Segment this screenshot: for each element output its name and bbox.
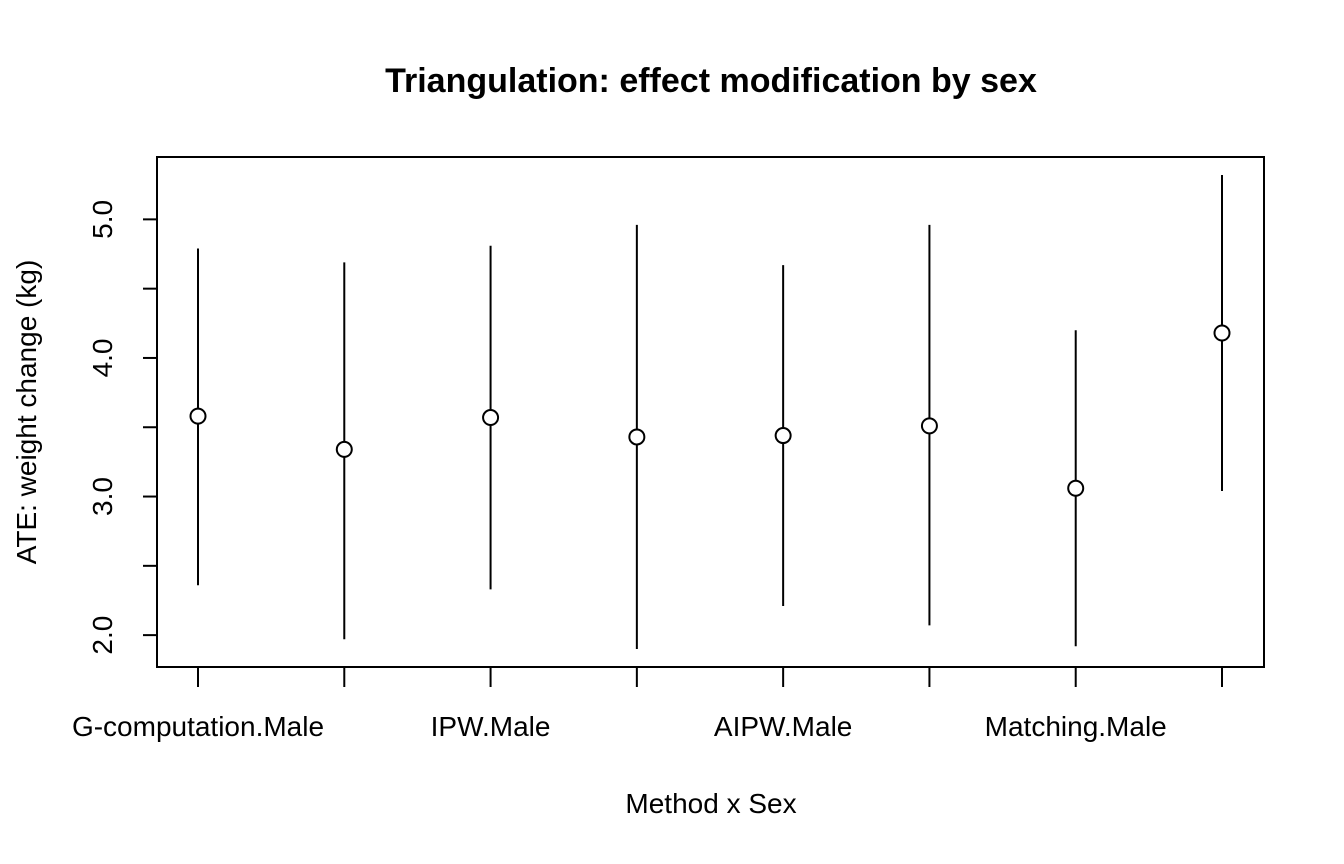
estimate-point: [628, 428, 646, 446]
y-tick-label: 4.0: [87, 338, 118, 377]
y-tick-label: 2.0: [87, 616, 118, 655]
data-marks: [189, 175, 1231, 649]
x-axis: G-computation.Male IPW.Male AIPW.Male Match…: [72, 666, 1223, 742]
estimate-point: [774, 427, 792, 445]
estimate-point: [920, 417, 938, 435]
x-tick-label: Matching.Male: [985, 711, 1167, 742]
estimate-point: [1067, 479, 1085, 497]
y-axis: 2.0 3.0 4.0 5.0: [87, 200, 158, 655]
estimate-point: [335, 440, 353, 458]
estimate-point: [189, 407, 207, 425]
x-tick-label: IPW.Male: [431, 711, 551, 742]
estimate-point: [482, 409, 500, 427]
x-tick-label: AIPW.Male: [714, 711, 852, 742]
plot-frame: [156, 156, 1265, 668]
x-axis-label: Method x Sex: [625, 788, 796, 819]
y-tick-label: 3.0: [87, 477, 118, 516]
x-tick-label: G-computation.Male: [72, 711, 324, 742]
chart-title: Triangulation: effect modification by se…: [385, 62, 1037, 100]
y-axis-label: ATE: weight change (kg): [11, 260, 42, 565]
y-tick-label: 5.0: [87, 200, 118, 239]
estimate-point: [1213, 324, 1231, 342]
